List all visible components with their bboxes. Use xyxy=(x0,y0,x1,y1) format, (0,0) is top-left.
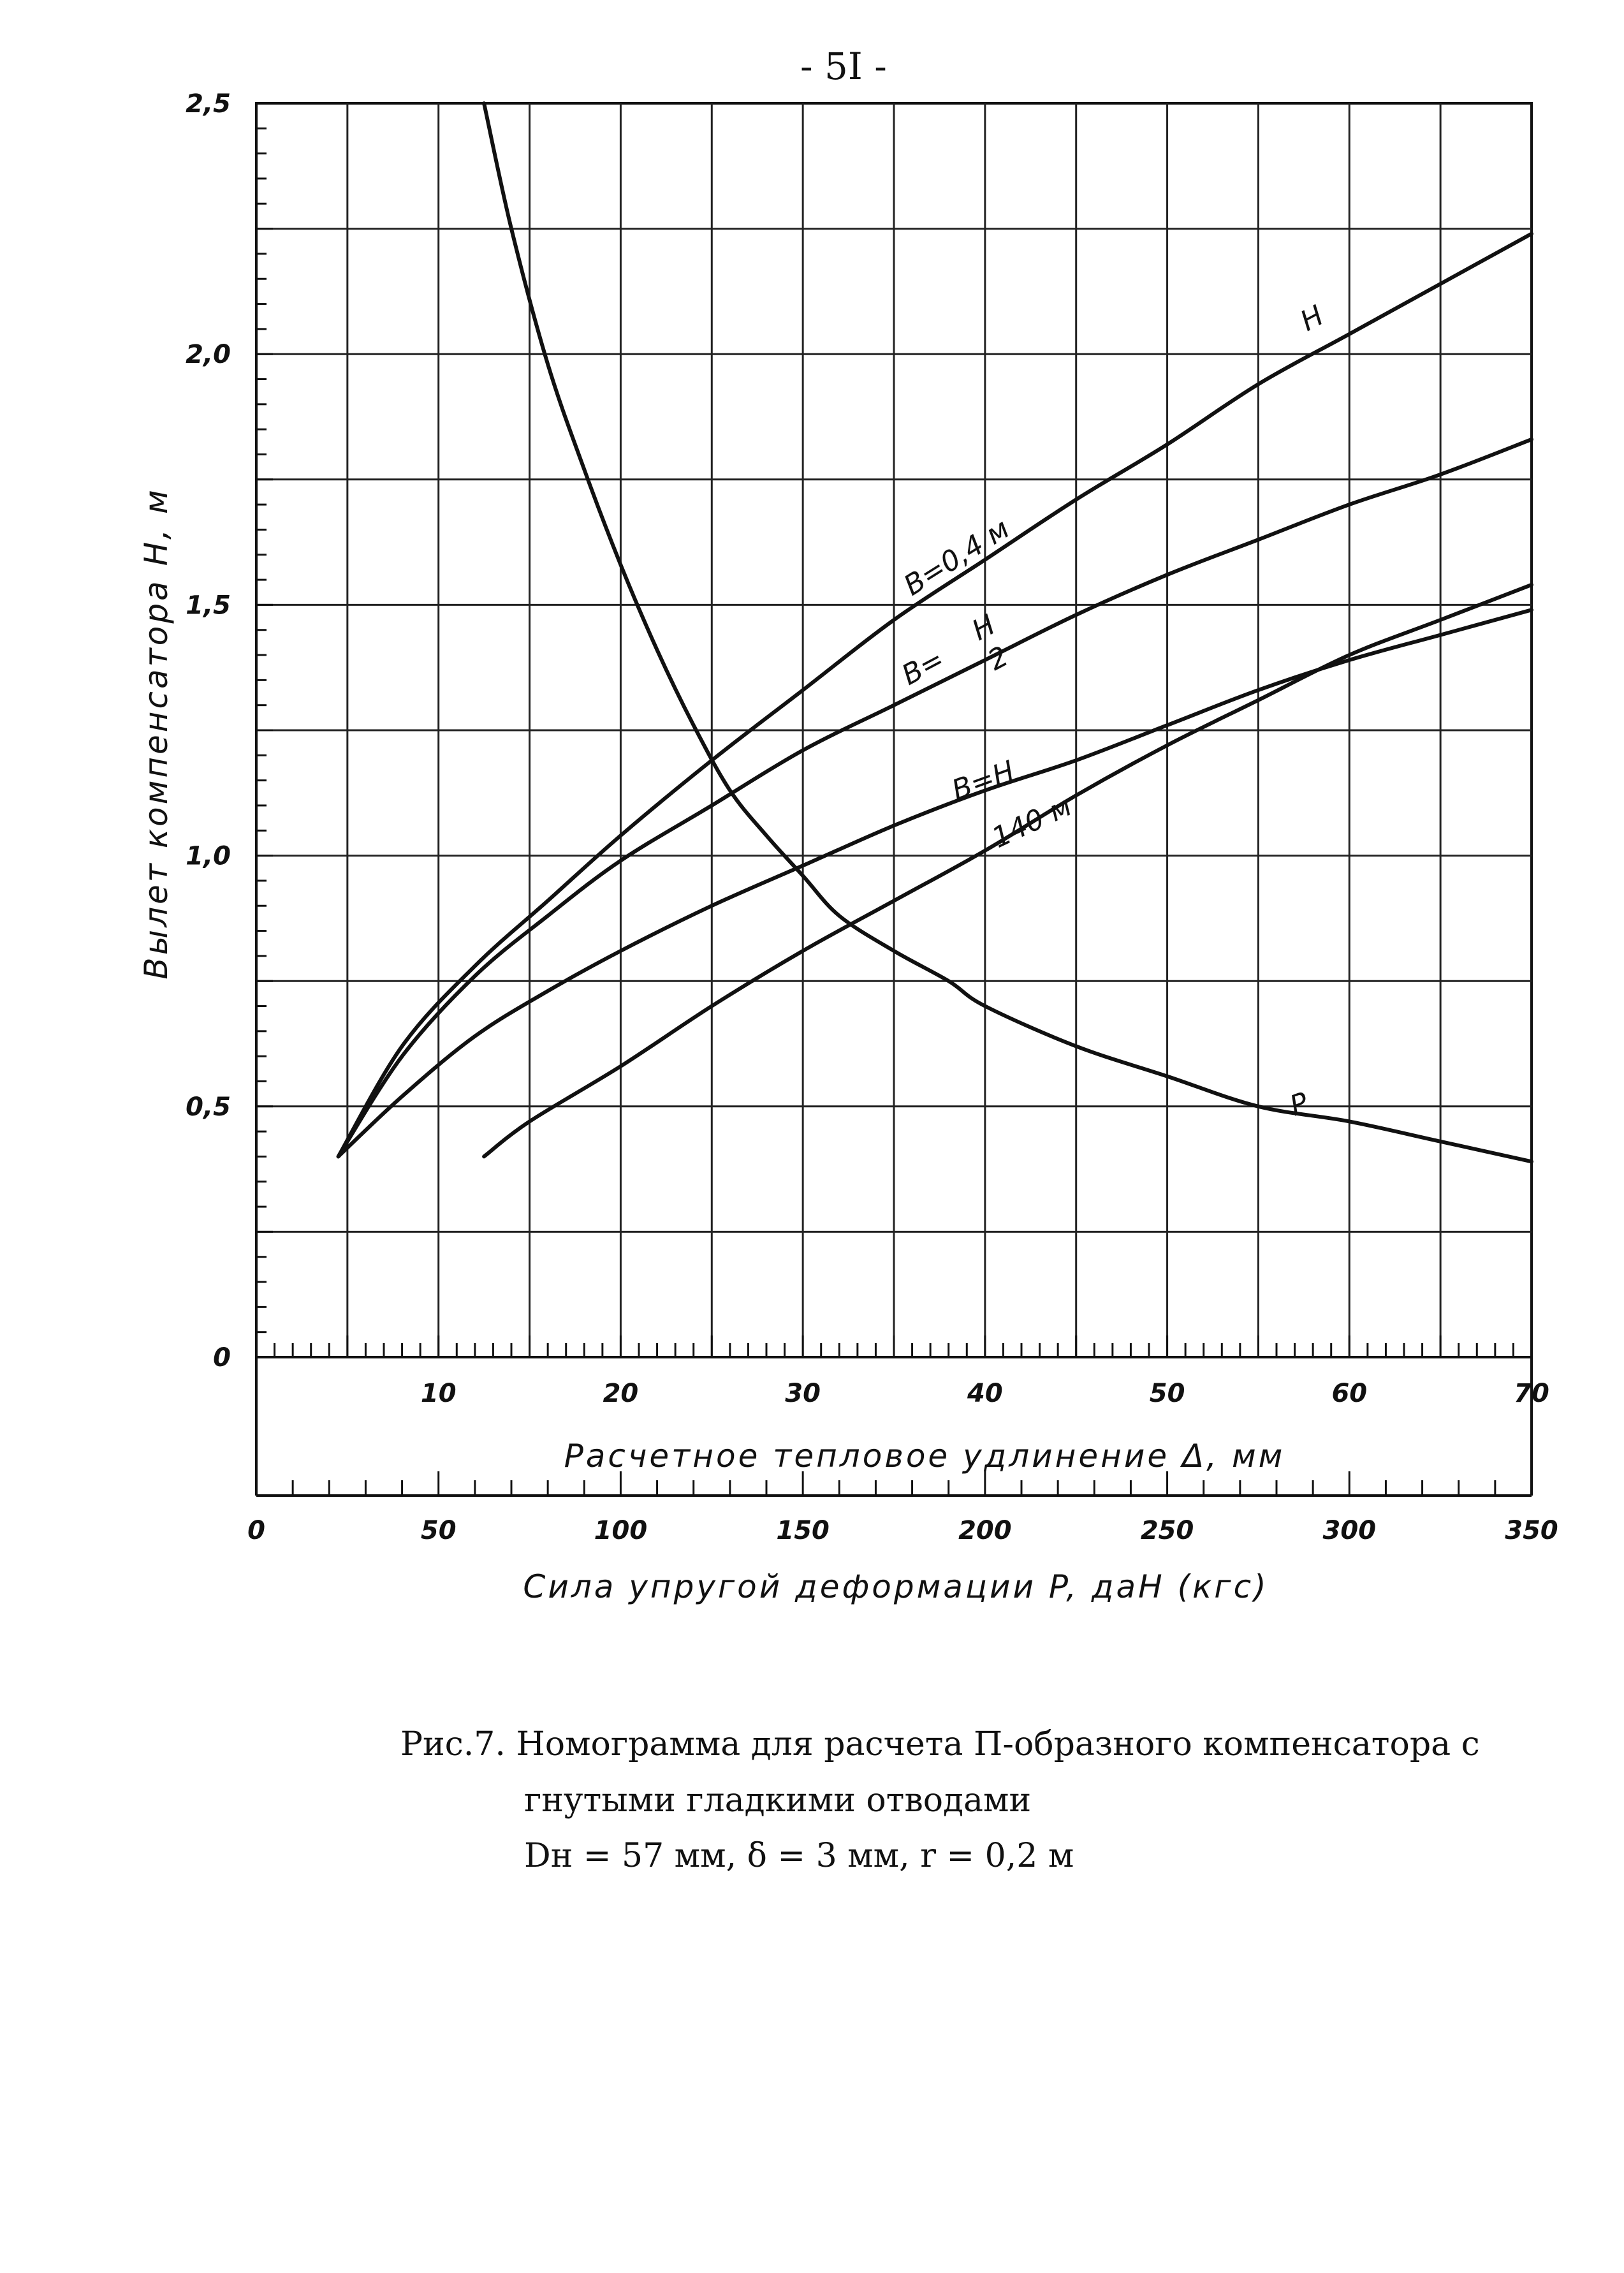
curve-b-h xyxy=(336,608,1533,1159)
chart-axes: 0 0,5 1,0 1,5 2,0 2,5 10 20 30 40 50 60 70 0 50 100 150 2… xyxy=(138,89,1558,1605)
y-tick-label: 1,5 xyxy=(186,591,231,620)
curve-p xyxy=(482,101,1533,1164)
force-tick-label: 250 xyxy=(1141,1516,1194,1545)
force-tick-label: 200 xyxy=(958,1516,1012,1545)
delta-tick-label: 20 xyxy=(603,1379,639,1408)
delta-tick-label: 30 xyxy=(785,1379,821,1408)
delta-tick-label: 40 xyxy=(967,1379,1003,1408)
curve-label-b-h: B=H xyxy=(947,754,1019,807)
force-tick-label: 0 xyxy=(247,1516,265,1545)
force-tick-label: 50 xyxy=(421,1516,457,1545)
delta-tick-label: 50 xyxy=(1150,1379,1185,1408)
y-tick-label: 0 xyxy=(213,1343,231,1372)
y-tick-label: 0,5 xyxy=(186,1092,231,1122)
force-tick-label: 300 xyxy=(1323,1516,1377,1545)
curve-label-h: H xyxy=(1295,299,1329,338)
figure-caption-line-1: Рис.7. Номограмма для расчета П-образног… xyxy=(400,1725,1480,1763)
force-tick-label: 350 xyxy=(1505,1516,1558,1545)
curve-b-0-4 xyxy=(336,232,1533,1159)
curve-label-140: 140 м xyxy=(987,790,1076,855)
curve-label-b-h-half: B= xyxy=(896,643,949,692)
curve-b-h-half xyxy=(336,437,1533,1159)
y-tick-label: 2,0 xyxy=(186,340,231,369)
y-axis-title: Вылет компенсатора H, м xyxy=(138,487,175,979)
force-axis-title: Сила упругой деформации P, даН (кгс) xyxy=(523,1568,1268,1605)
grid-lines xyxy=(255,102,1533,1358)
force-tick-label: 150 xyxy=(776,1516,830,1545)
curve-140 xyxy=(482,582,1533,1159)
y-tick-label: 1,0 xyxy=(186,842,231,871)
y-tick-label: 2,5 xyxy=(186,89,231,119)
figure-caption-line-2: гнутыми гладкими отводами xyxy=(524,1781,1032,1820)
chart-series xyxy=(336,101,1533,1164)
delta-tick-label: 10 xyxy=(421,1379,457,1408)
delta-tick-label: 70 xyxy=(1514,1379,1549,1408)
delta-axis-title: Расчетное тепловое удлинение Δ, мм xyxy=(564,1438,1285,1475)
figure-caption-line-3: Dн = 57 мм, δ = 3 мм, r = 0,2 м xyxy=(524,1837,1074,1875)
delta-tick-label: 60 xyxy=(1331,1379,1367,1408)
force-tick-label: 100 xyxy=(594,1516,648,1545)
curve-label-p: P xyxy=(1285,1086,1313,1122)
page-number: - 5I - xyxy=(800,45,887,88)
curve-label-b-0-4: B=0,4 м xyxy=(898,512,1015,602)
